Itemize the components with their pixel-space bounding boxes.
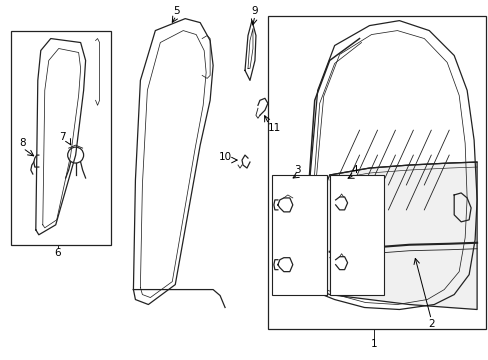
Text: 8: 8 bbox=[20, 138, 26, 148]
Text: 11: 11 bbox=[268, 123, 281, 133]
Text: 7: 7 bbox=[59, 132, 66, 142]
Text: 1: 1 bbox=[370, 339, 377, 349]
Text: 2: 2 bbox=[427, 319, 434, 329]
Polygon shape bbox=[307, 162, 476, 310]
Text: 9: 9 bbox=[251, 6, 258, 15]
Bar bbox=[11, 31, 110, 245]
Bar bbox=[271, 175, 326, 294]
Text: 4: 4 bbox=[350, 165, 357, 175]
Text: 6: 6 bbox=[54, 248, 61, 258]
Text: 3: 3 bbox=[294, 165, 301, 175]
Bar bbox=[329, 175, 384, 294]
Bar bbox=[267, 15, 485, 329]
Text: 10: 10 bbox=[218, 152, 231, 162]
Text: 5: 5 bbox=[173, 6, 179, 15]
